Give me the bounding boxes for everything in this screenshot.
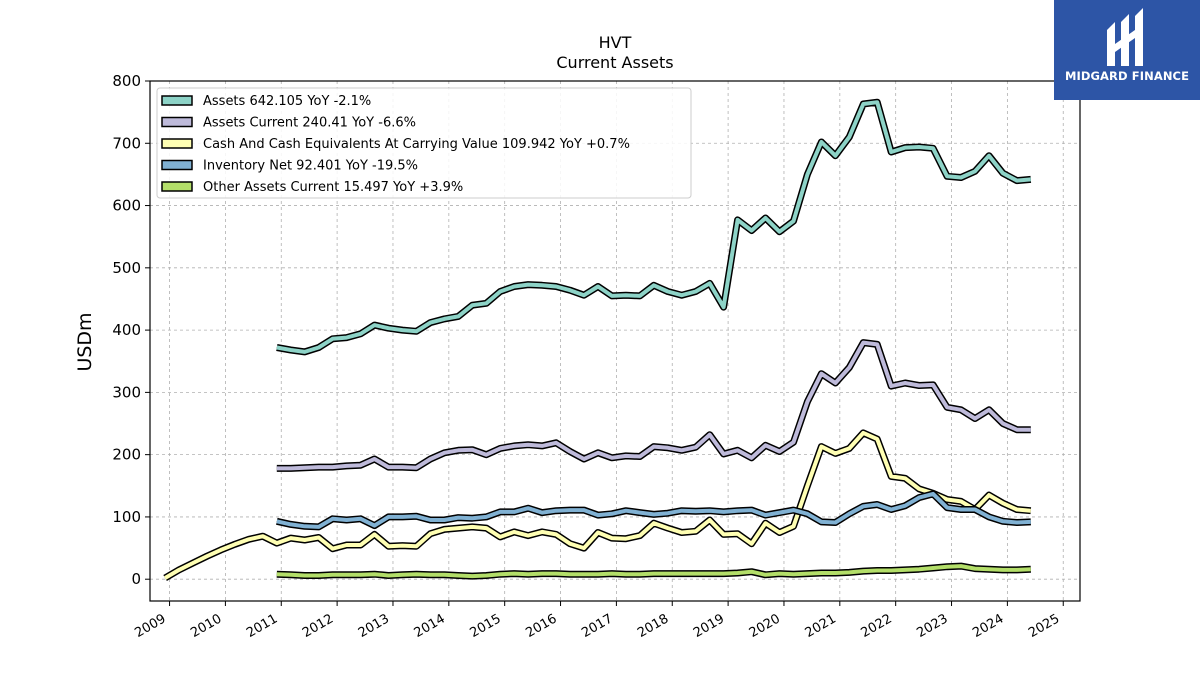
legend-swatch: [161, 159, 193, 171]
y-tick-label: 500: [112, 259, 141, 277]
x-tick-label: 2012: [300, 611, 336, 641]
x-tick-label: 2014: [412, 611, 448, 641]
series-line-outline: [276, 339, 1031, 472]
brand-logo-icon: [1107, 8, 1143, 66]
series-5: [276, 562, 1031, 580]
y-tick-label: 200: [112, 446, 141, 464]
y-tick-label: 0: [131, 570, 141, 588]
legend-label: Cash And Cash Equivalents At Carrying Va…: [203, 137, 630, 152]
x-tick-label: 2016: [523, 611, 559, 641]
legend-box: [156, 87, 692, 199]
x-tick-label: 2013: [356, 611, 392, 641]
chart-title: HVT: [599, 33, 632, 52]
series-2: [276, 339, 1031, 472]
legend-item: Assets 642.105 YoY -2.1%: [161, 94, 371, 109]
y-tick-label: 600: [112, 197, 141, 215]
x-tick-label: 2022: [859, 611, 895, 641]
y-tick-label: 400: [112, 321, 141, 339]
legend-label: Inventory Net 92.401 YoY -19.5%: [203, 159, 418, 174]
y-axis-ticks: 0 100 200 300 400 500 600 700 800: [112, 72, 150, 588]
y-axis-label: USDm: [74, 312, 96, 371]
series-line: [164, 430, 1031, 580]
legend-item: Inventory Net 92.401 YoY -19.5%: [161, 159, 418, 174]
legend-swatch: [161, 138, 193, 149]
legend-item: Assets Current 240.41 YoY -6.6%: [161, 116, 416, 131]
legend-swatch: [161, 95, 193, 106]
series-3: [163, 429, 1032, 582]
legend: Assets 642.105 YoY -2.1% Assets Current 2…: [156, 87, 692, 199]
x-tick-label: 2017: [579, 611, 615, 641]
x-tick-label: 2015: [468, 611, 504, 641]
x-tick-label: 2019: [691, 611, 727, 641]
legend-label: Assets 642.105 YoY -2.1%: [203, 94, 371, 109]
x-tick-label: 2025: [1026, 611, 1062, 641]
x-axis-ticks: 2009 2010 2011 2012 2013 2014 2015 2016 2017 2018…: [132, 601, 1064, 641]
y-tick-label: 300: [112, 383, 141, 401]
x-tick-label: 2023: [914, 611, 950, 641]
series-lines: [163, 98, 1032, 582]
y-tick-label: 700: [112, 134, 141, 152]
legend-label: Assets Current 240.41 YoY -6.6%: [203, 116, 416, 131]
series-line: [276, 100, 1031, 354]
legend-item: Cash And Cash Equivalents At Carrying Va…: [161, 137, 630, 152]
series-1: [276, 98, 1032, 356]
series-line: [276, 491, 1031, 529]
legend-item: Other Assets Current 15.497 YoY +3.9%: [161, 180, 463, 195]
x-tick-label: 2021: [803, 611, 839, 641]
plot-frame: [149, 80, 1081, 602]
x-tick-label: 2018: [635, 611, 671, 641]
series-4: [276, 490, 1031, 531]
brand-name: MIDGARD FINANCE: [1064, 69, 1190, 83]
x-tick-label: 2024: [970, 611, 1006, 641]
y-tick-label: 100: [112, 508, 141, 526]
x-tick-label: 2009: [132, 611, 168, 641]
brand-logo: MIDGARD FINANCE: [1054, 0, 1200, 100]
legend-swatch: [161, 116, 193, 128]
legend-label: Other Assets Current 15.497 YoY +3.9%: [203, 180, 463, 195]
y-tick-label: 800: [112, 72, 141, 90]
chart-subtitle: Current Assets: [556, 53, 673, 72]
x-tick-label: 2010: [188, 611, 224, 641]
series-line: [276, 340, 1031, 471]
legend-swatch: [161, 181, 193, 192]
x-tick-label: 2011: [244, 611, 280, 641]
series-line: [276, 564, 1031, 579]
x-tick-label: 2020: [747, 611, 783, 641]
